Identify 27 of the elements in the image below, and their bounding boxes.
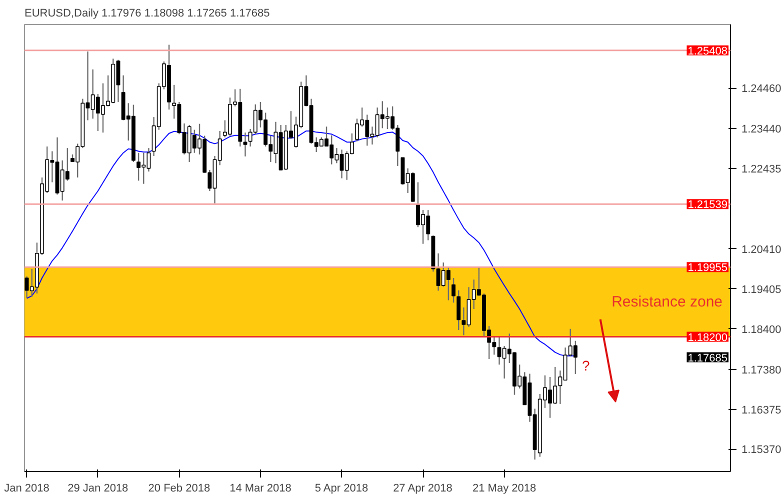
ref-line-label: 1.21539 xyxy=(688,199,728,212)
y-tick-label: 1.22435 xyxy=(742,164,782,176)
y-tick-label: 1.23440 xyxy=(742,124,782,136)
x-tick-label: 21 May 2018 xyxy=(472,482,536,494)
y-tick-label: 1.16375 xyxy=(742,404,782,416)
chart-title: EURUSD,Daily 1.17976 1.18098 1.17265 1.17685 xyxy=(24,8,270,20)
y-tick-label: 1.18400 xyxy=(742,324,782,336)
x-tick-label: 5 Apr 2018 xyxy=(314,482,368,494)
x-tick-label: 27 Apr 2018 xyxy=(393,482,452,494)
y-tick-label: 1.24460 xyxy=(742,83,782,96)
y-tick-label: 1.20410 xyxy=(742,244,782,256)
candlestick xyxy=(456,290,461,331)
text: 1.17685 xyxy=(688,352,728,364)
candlestick xyxy=(452,277,456,304)
band-label: Resistance zone xyxy=(612,293,723,310)
ref-line-label: 1.18200 xyxy=(688,332,728,344)
ref-line-label: 1.19955 xyxy=(688,262,728,274)
candlestick xyxy=(243,132,248,158)
text: ? xyxy=(582,357,590,374)
y-tick-label: 1.19405 xyxy=(742,284,782,296)
x-tick-label: 20 Feb 2018 xyxy=(148,482,210,494)
x-tick-label: Jan 2018 xyxy=(4,482,50,494)
ref-line-label: 1.25408 xyxy=(688,45,728,58)
x-tick-label: 14 Mar 2018 xyxy=(230,482,292,494)
x-tick-label: 29 Jan 2018 xyxy=(68,482,128,494)
y-tick-label: 1.17380 xyxy=(742,364,782,376)
y-tick-label: 1.15370 xyxy=(742,444,782,456)
